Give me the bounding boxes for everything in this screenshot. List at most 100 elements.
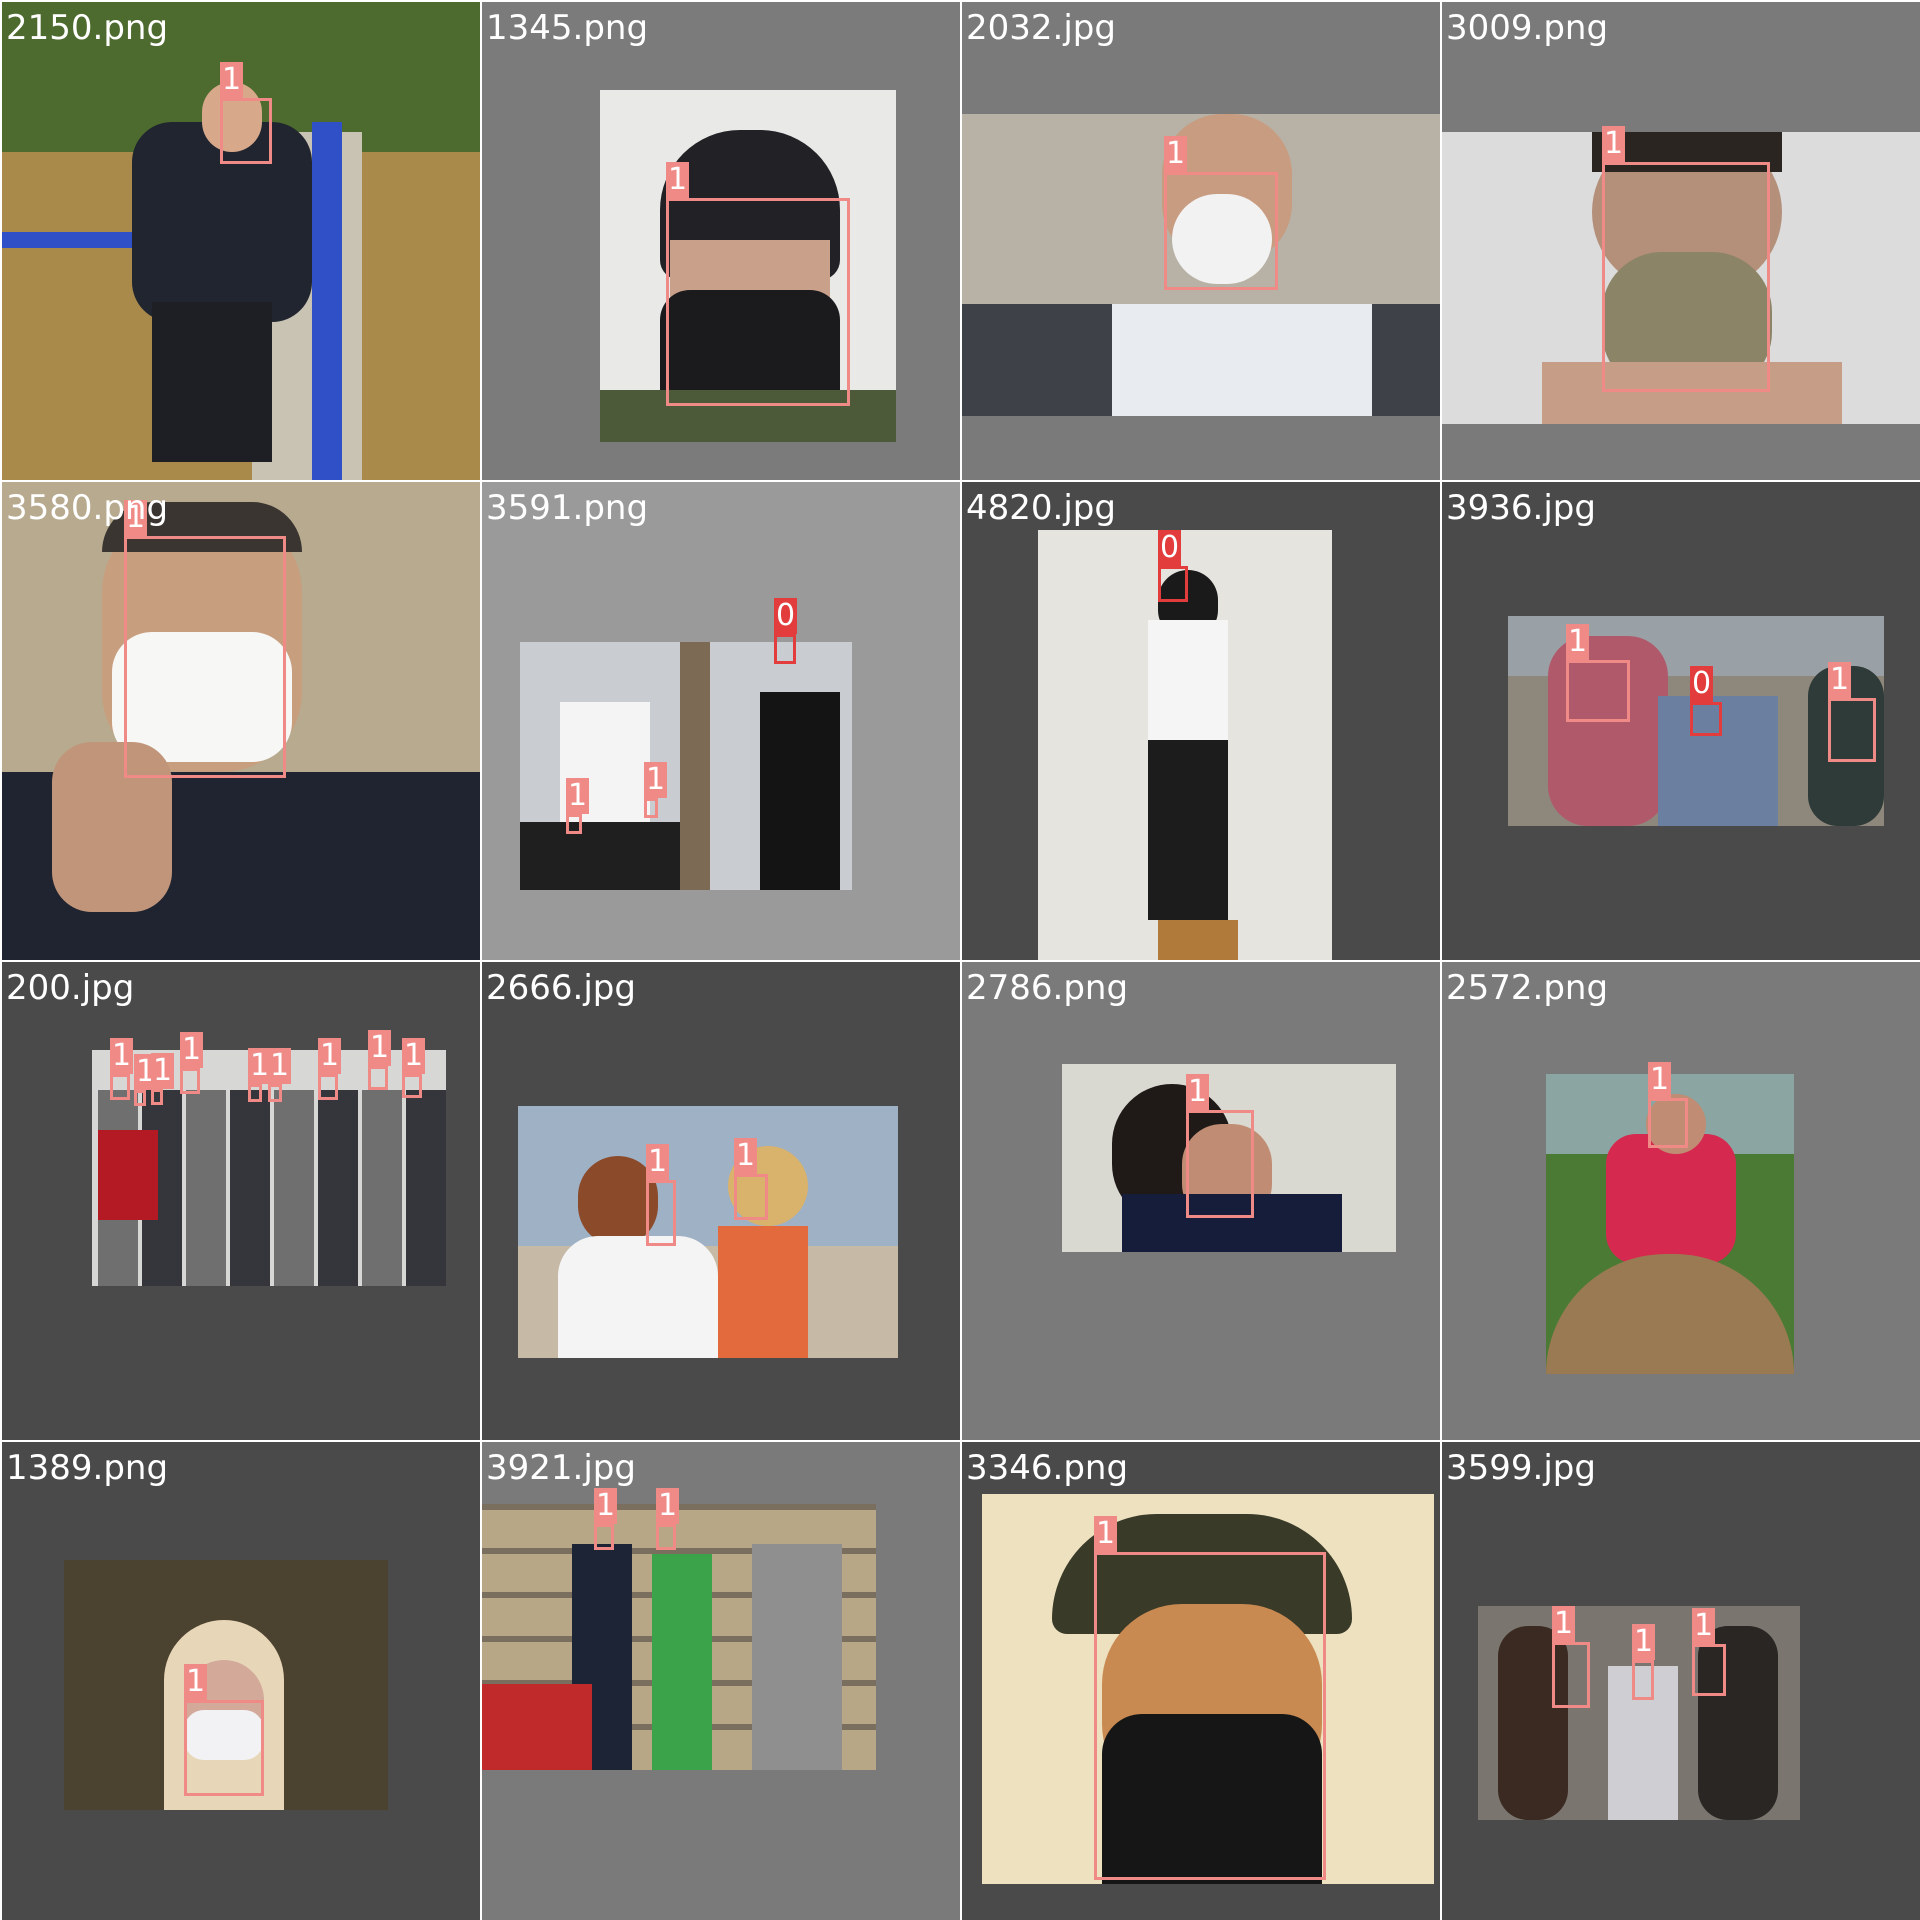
class-label: 1	[644, 762, 668, 798]
detection-box	[110, 1074, 130, 1100]
class-label: 1	[1566, 624, 1590, 660]
detection-box	[1690, 702, 1722, 736]
image-filename: 2032.jpg	[966, 8, 1116, 48]
detection-box	[134, 1090, 146, 1106]
detection-box	[1648, 1098, 1688, 1148]
detection-box	[656, 1524, 676, 1550]
image-filename: 3936.jpg	[1446, 488, 1596, 528]
prediction-tile[interactable]: 1 3346.png	[962, 1442, 1440, 1920]
sample-image	[1442, 132, 1920, 424]
prediction-tile[interactable]: 1 2786.png	[962, 962, 1440, 1440]
class-label: 1	[184, 1664, 208, 1700]
class-label: 0	[774, 598, 798, 634]
detection-box	[368, 1066, 388, 1090]
class-label: 0	[1158, 530, 1182, 566]
detection-box	[220, 98, 272, 164]
class-label: 1	[151, 1053, 175, 1089]
prediction-tile[interactable]: 1 2150.png	[2, 2, 480, 480]
image-filename: 3921.jpg	[486, 1448, 636, 1488]
detection-box	[1602, 162, 1770, 392]
image-region	[362, 1090, 402, 1286]
detection-box	[1552, 1642, 1590, 1708]
image-region	[1148, 740, 1228, 920]
prediction-tile[interactable]: 1 1 2666.jpg	[482, 962, 960, 1440]
detection-box	[180, 1068, 200, 1094]
sample-image	[92, 1050, 446, 1286]
class-label: 1	[1186, 1074, 1210, 1110]
image-region	[1542, 362, 1842, 424]
prediction-tile[interactable]: 1 3009.png	[1442, 2, 1920, 480]
image-region	[600, 390, 896, 442]
sample-image	[1062, 1064, 1396, 1252]
prediction-tile[interactable]: 1 1345.png	[482, 2, 960, 480]
sample-image	[962, 114, 1440, 416]
image-region	[406, 1090, 446, 1286]
sample-image	[600, 90, 896, 442]
image-region	[318, 1090, 358, 1286]
detection-box	[594, 1524, 614, 1550]
detection-box	[1692, 1644, 1726, 1696]
detection-box	[184, 1700, 264, 1796]
class-label: 1	[666, 162, 690, 198]
image-region	[1498, 1626, 1568, 1820]
detection-box	[151, 1089, 163, 1105]
image-region	[652, 1554, 712, 1770]
image-region	[1102, 1714, 1322, 1884]
class-label: 1	[1648, 1062, 1672, 1098]
detection-box	[1164, 172, 1278, 290]
detection-box	[402, 1074, 422, 1098]
detection-box	[1158, 566, 1188, 602]
image-filename: 2786.png	[966, 968, 1129, 1008]
prediction-tile[interactable]: 1 3580.png	[2, 482, 480, 960]
image-filename: 2150.png	[6, 8, 169, 48]
image-region	[112, 632, 292, 762]
detection-box	[1828, 698, 1876, 762]
image-region	[1608, 1666, 1678, 1820]
prediction-tile[interactable]: 0 4820.jpg	[962, 482, 1440, 960]
detection-box	[1632, 1660, 1654, 1700]
prediction-tile[interactable]: 1 1 3921.jpg	[482, 1442, 960, 1920]
detection-box	[644, 798, 658, 818]
class-label: 1	[110, 1038, 134, 1074]
image-region	[1148, 620, 1228, 750]
image-filename: 2572.png	[1446, 968, 1609, 1008]
detection-box	[268, 1084, 282, 1102]
class-label: 1	[220, 62, 244, 98]
detection-box	[248, 1084, 262, 1102]
image-region	[558, 1236, 718, 1358]
detection-box	[1186, 1110, 1254, 1218]
prediction-tile[interactable]: 1 0 1 3936.jpg	[1442, 482, 1920, 960]
sample-image	[982, 1494, 1434, 1884]
prediction-tile[interactable]: 1 2032.jpg	[962, 2, 1440, 480]
class-label: 1	[594, 1488, 618, 1524]
image-region	[482, 1548, 876, 1554]
image-region	[52, 742, 172, 912]
class-label: 1	[318, 1038, 342, 1074]
class-label: 1	[646, 1144, 670, 1180]
image-region	[752, 1544, 842, 1770]
prediction-tile[interactable]: 1 2572.png	[1442, 962, 1920, 1440]
image-region	[1122, 1194, 1342, 1252]
detection-box	[566, 814, 582, 834]
image-region	[1646, 1094, 1706, 1154]
prediction-tile[interactable]: 1 1 1 3599.jpg	[1442, 1442, 1920, 1920]
image-region	[760, 692, 840, 890]
detection-box	[646, 1180, 676, 1246]
detection-box	[1094, 1552, 1326, 1880]
prediction-tile[interactable]: 1 1389.png	[2, 1442, 480, 1920]
detection-box	[666, 198, 850, 406]
image-region	[184, 1710, 264, 1760]
detection-box	[734, 1174, 768, 1220]
image-filename: 3346.png	[966, 1448, 1129, 1488]
image-region	[186, 1090, 226, 1286]
class-label: 1	[180, 1032, 204, 1068]
sample-image	[520, 642, 852, 890]
detection-box	[318, 1074, 338, 1100]
image-filename: 3009.png	[1446, 8, 1609, 48]
image-filename: 1389.png	[6, 1448, 169, 1488]
class-label: 1	[248, 1048, 272, 1084]
prediction-tile[interactable]: 0 1 1 3591.png	[482, 482, 960, 960]
image-filename: 200.jpg	[6, 968, 135, 1008]
prediction-tile[interactable]: 1 1 1 1 1 1 1 1 1 200.jpg	[2, 962, 480, 1440]
